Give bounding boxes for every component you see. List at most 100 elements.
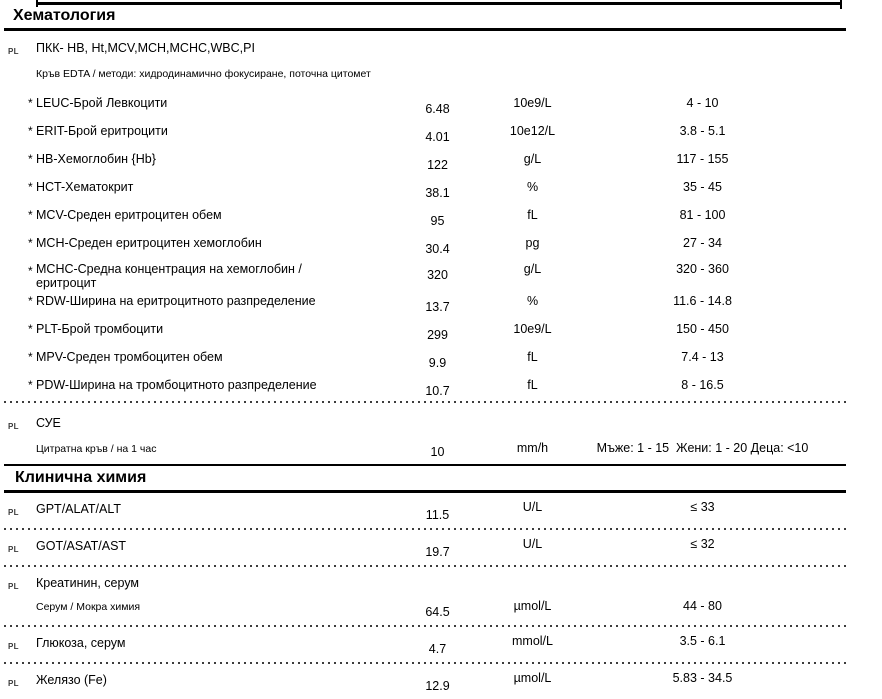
test-method: Серум / Мокра химия [36,601,141,613]
hematology-test-list: * LEUC-Брой Левкоцити 6.48 10e9/L 4 - 10… [0,89,882,399]
test-value: 10 [430,445,445,459]
panel-method: Кръв EDTA / методи: хидродинамично фокус… [36,68,371,80]
test-name: PDW-Ширина на тромбоцитното разпределени… [36,378,317,392]
test-range: ≤ 33 [690,500,715,514]
test-row-pdw: * PDW-Ширина на тромбоцитното разпределе… [0,371,882,399]
test-row-mch: * MCH-Среден еритроцитен хемоглобин 30.4… [0,229,882,257]
flag-asterisk: * [28,294,33,308]
test-unit: g/L [523,152,542,166]
test-unit: U/L [522,500,543,514]
section-title-hematology: Хематология [13,7,116,24]
test-range: 5.83 - 34.5 [672,671,733,685]
test-row-gpt: PL GPT/ALAT/ALT 11.5 U/L ≤ 33 [0,493,882,526]
test-value: 38.1 [425,186,450,200]
test-name: MPV-Среден тромбоцитен обем [36,350,223,364]
test-value: 95 [430,214,445,228]
test-value: 64.5 [425,605,450,619]
dotted-divider [4,625,846,627]
test-unit: µmol/L [513,671,552,685]
test-row-erit: * ERIT-Брой еритроцити 4.01 10e12/L 3.8 … [0,117,882,145]
test-name: HCT-Хематокрит [36,180,134,194]
test-name: Глюкоза, серум [36,636,126,650]
panel-name: ПКК- HB, Ht,MCV,MCH,MCHC,WBC,PI [36,41,255,55]
test-range: 8 - 16.5 [681,378,724,392]
test-range: 3.5 - 6.1 [679,634,726,648]
flag-asterisk: * [28,208,33,222]
test-row-got: PL GOT/ASAT/AST 19.7 U/L ≤ 32 [0,530,882,563]
test-row-mchc: * MCHC-Средна концентрация на хемоглобин… [0,257,882,290]
test-name: MCHC-Средна концентрация на хемоглобин /… [36,262,302,290]
section-divider [4,28,846,31]
test-name: ERIT-Брой еритроцити [36,124,168,138]
test-unit: fL [527,208,538,222]
test-name: Креатинин, серум [36,576,140,590]
flag-asterisk: * [28,96,33,110]
flag-asterisk: * [28,152,33,166]
dotted-divider [4,662,846,664]
test-name: RDW-Ширина на еритроцитното разпределени… [36,294,316,308]
test-range: 35 - 45 [683,180,722,194]
flag-asterisk: * [28,378,33,392]
test-range: 150 - 450 [676,322,729,336]
test-name: PLT-Брой тромбоцити [36,322,164,336]
test-row-sue: PL СУЕ Цитратна кръв / на 1 час 10 mm/h … [0,415,882,460]
test-name: MCV-Среден еритроцитен обем [36,208,222,222]
section-divider [4,490,846,493]
test-value: 19.7 [425,545,450,559]
border-tick [840,0,842,9]
test-value: 13.7 [425,300,450,314]
test-range: Мъже: 1 - 15 Жени: 1 - 20 Деца: <10 [596,441,809,455]
section-divider [4,464,846,466]
test-range: 81 - 100 [679,208,726,222]
test-unit: g/L [523,262,542,276]
test-value: 122 [427,158,448,172]
test-row-iron: PL Желязо (Fe) 12.9 µmol/L 5.83 - 34.5 [0,664,882,697]
test-range: 320 - 360 [676,262,729,276]
test-row-hb: * HB-Хемоглобин {Hb} 122 g/L 117 - 155 [0,145,882,173]
flag-asterisk: * [28,180,33,194]
flag-asterisk: * [28,264,33,278]
test-unit: µmol/L [513,599,552,613]
test-name: MCH-Среден еритроцитен хемоглобин [36,236,262,250]
test-range: 117 - 155 [676,152,729,166]
test-range: 44 - 80 [683,599,722,613]
flag-asterisk: * [28,124,33,138]
section-title-chemistry: Клинична химия [15,469,147,486]
test-unit: 10e12/L [509,124,556,138]
specimen-tag: PL [8,582,19,591]
test-name: GPT/ALAT/ALT [36,502,121,516]
test-row-plt: * PLT-Брой тромбоцити 299 10e9/L 150 - 4… [0,315,882,343]
flag-asterisk: * [28,322,33,336]
test-unit: % [526,294,539,308]
test-name: LEUC-Брой Левкоцити [36,96,168,110]
border-tick [36,0,38,7]
test-value: 6.48 [425,102,450,116]
test-range: 11.6 - 14.8 [673,294,732,308]
test-name: Желязо (Fe) [36,673,107,687]
test-row-mcv: * MCV-Среден еритроцитен обем 95 fL 81 -… [0,201,882,229]
panel-row-cbc: PL ПКК- HB, Ht,MCV,MCH,MCHC,WBC,PI Кръв … [0,40,882,81]
test-unit: 10e9/L [513,322,552,336]
test-value: 299 [427,328,448,342]
test-value: 10.7 [425,384,450,398]
test-unit: U/L [522,537,543,551]
test-unit: % [526,180,539,194]
test-name: СУЕ [36,416,61,430]
specimen-tag: PL [8,422,19,431]
test-row-leuc: * LEUC-Брой Левкоцити 6.48 10e9/L 4 - 10 [0,89,882,117]
test-range: 4 - 10 [686,96,719,110]
specimen-tag: PL [8,508,19,517]
test-row-creatinine: PL Креатинин, серум Серум / Мокра химия … [0,567,882,623]
test-unit: pg [525,236,540,250]
test-range: 7.4 - 13 [681,350,724,364]
test-value: 4.7 [428,642,447,656]
flag-asterisk: * [28,236,33,250]
test-value: 12.9 [425,679,450,693]
test-row-hct: * HCT-Хематокрит 38.1 % 35 - 45 [0,173,882,201]
flag-asterisk: * [28,350,33,364]
test-row-glucose: PL Глюкоза, серум 4.7 mmol/L 3.5 - 6.1 [0,627,882,660]
test-value: 9.9 [428,356,447,370]
test-unit: mmol/L [512,634,553,648]
test-row-rdw: * RDW-Ширина на еритроцитното разпределе… [0,287,882,315]
